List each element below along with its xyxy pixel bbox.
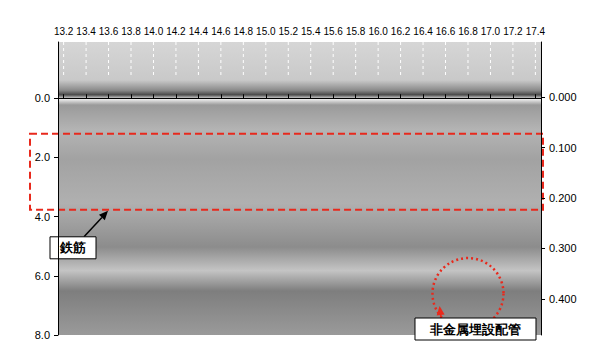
svg-text:15.2: 15.2 [279, 26, 299, 37]
svg-text:16.8: 16.8 [458, 26, 478, 37]
svg-text:15.4: 15.4 [301, 26, 321, 37]
svg-text:0.100: 0.100 [549, 142, 577, 154]
svg-text:14.0: 14.0 [144, 26, 164, 37]
svg-text:14.8: 14.8 [234, 26, 254, 37]
svg-text:13.2: 13.2 [54, 26, 74, 37]
svg-text:0.300: 0.300 [549, 242, 577, 254]
svg-text:非金属埋設配管: 非金属埋設配管 [429, 322, 521, 337]
svg-text:14.2: 14.2 [166, 26, 186, 37]
svg-text:13.8: 13.8 [121, 26, 141, 37]
svg-text:6.0: 6.0 [35, 270, 50, 282]
svg-text:8.0: 8.0 [35, 329, 50, 341]
svg-text:15.0: 15.0 [256, 26, 276, 37]
svg-text:13.6: 13.6 [99, 26, 119, 37]
svg-text:2.0: 2.0 [35, 151, 50, 163]
svg-text:0.200: 0.200 [549, 192, 577, 204]
svg-text:4.0: 4.0 [35, 211, 50, 223]
svg-text:16.0: 16.0 [368, 26, 388, 37]
svg-text:14.6: 14.6 [211, 26, 231, 37]
svg-text:0.000: 0.000 [549, 91, 577, 103]
svg-text:15.8: 15.8 [346, 26, 366, 37]
svg-text:15.6: 15.6 [323, 26, 343, 37]
svg-text:0.0: 0.0 [35, 92, 50, 104]
svg-text:17.2: 17.2 [503, 26, 523, 37]
svg-text:13.4: 13.4 [76, 26, 96, 37]
svg-text:16.6: 16.6 [436, 26, 456, 37]
svg-text:16.4: 16.4 [413, 26, 433, 37]
svg-text:鉄筋: 鉄筋 [59, 240, 86, 255]
svg-text:17.0: 17.0 [481, 26, 501, 37]
svg-text:16.2: 16.2 [391, 26, 411, 37]
svg-text:14.4: 14.4 [189, 26, 209, 37]
svg-text:17.4: 17.4 [526, 26, 546, 37]
svg-text:0.400: 0.400 [549, 293, 577, 305]
